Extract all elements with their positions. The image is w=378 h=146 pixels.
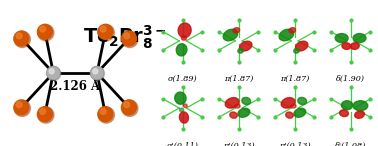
Ellipse shape xyxy=(342,43,351,49)
Circle shape xyxy=(37,106,53,122)
Text: π(1.87): π(1.87) xyxy=(224,74,253,82)
Ellipse shape xyxy=(350,43,359,49)
Circle shape xyxy=(40,26,46,32)
Ellipse shape xyxy=(180,108,184,112)
Circle shape xyxy=(100,26,106,32)
Circle shape xyxy=(124,102,130,108)
Ellipse shape xyxy=(242,97,251,105)
Ellipse shape xyxy=(240,41,252,51)
Circle shape xyxy=(121,30,137,47)
Ellipse shape xyxy=(341,101,353,110)
Ellipse shape xyxy=(355,111,364,118)
Ellipse shape xyxy=(238,108,250,117)
Circle shape xyxy=(97,24,114,40)
Circle shape xyxy=(40,108,46,114)
Circle shape xyxy=(100,108,106,114)
Circle shape xyxy=(14,100,31,117)
Text: σ'(0.11): σ'(0.11) xyxy=(167,142,199,146)
Circle shape xyxy=(121,99,137,116)
Text: π'(0.13): π'(0.13) xyxy=(223,142,254,146)
Circle shape xyxy=(49,69,54,74)
Ellipse shape xyxy=(176,44,187,56)
Circle shape xyxy=(47,67,61,81)
Text: δ(1.90): δ(1.90) xyxy=(336,74,365,82)
Circle shape xyxy=(37,107,54,123)
Circle shape xyxy=(91,67,105,81)
Ellipse shape xyxy=(335,34,348,42)
Circle shape xyxy=(90,66,104,80)
Ellipse shape xyxy=(223,29,238,41)
Circle shape xyxy=(16,33,22,39)
Ellipse shape xyxy=(296,41,308,51)
Ellipse shape xyxy=(286,112,293,118)
Circle shape xyxy=(124,33,130,39)
Circle shape xyxy=(93,69,98,74)
Text: δ'(1.08): δ'(1.08) xyxy=(335,142,366,146)
Ellipse shape xyxy=(279,29,294,41)
Text: π'(0.13): π'(0.13) xyxy=(279,142,310,146)
Ellipse shape xyxy=(230,112,237,118)
Circle shape xyxy=(37,25,54,41)
Circle shape xyxy=(16,102,22,108)
Text: $\bf{Tc_2Br_8^{3-}}$: $\bf{Tc_2Br_8^{3-}}$ xyxy=(83,24,167,51)
Circle shape xyxy=(122,100,138,117)
Ellipse shape xyxy=(181,36,186,40)
Ellipse shape xyxy=(291,104,296,108)
Ellipse shape xyxy=(180,112,189,123)
Ellipse shape xyxy=(175,92,186,104)
Ellipse shape xyxy=(289,28,296,33)
Ellipse shape xyxy=(294,48,299,53)
Ellipse shape xyxy=(353,34,366,42)
Ellipse shape xyxy=(235,104,240,108)
Circle shape xyxy=(97,106,114,122)
Text: 2.126 Å: 2.126 Å xyxy=(50,80,100,93)
Text: σ(1.89): σ(1.89) xyxy=(168,74,198,82)
Ellipse shape xyxy=(178,23,191,38)
Ellipse shape xyxy=(233,28,240,33)
Circle shape xyxy=(37,24,53,40)
Ellipse shape xyxy=(225,98,239,108)
Ellipse shape xyxy=(298,97,307,105)
Circle shape xyxy=(122,31,138,48)
Ellipse shape xyxy=(183,104,187,107)
Ellipse shape xyxy=(281,98,295,108)
Ellipse shape xyxy=(353,101,368,111)
Circle shape xyxy=(13,30,29,47)
Ellipse shape xyxy=(294,108,306,117)
Circle shape xyxy=(14,31,31,48)
Text: π(1.87): π(1.87) xyxy=(280,74,309,82)
Circle shape xyxy=(98,25,115,41)
Circle shape xyxy=(98,107,115,123)
Ellipse shape xyxy=(238,48,243,53)
Circle shape xyxy=(46,66,60,80)
Ellipse shape xyxy=(339,110,349,117)
Circle shape xyxy=(13,99,29,116)
